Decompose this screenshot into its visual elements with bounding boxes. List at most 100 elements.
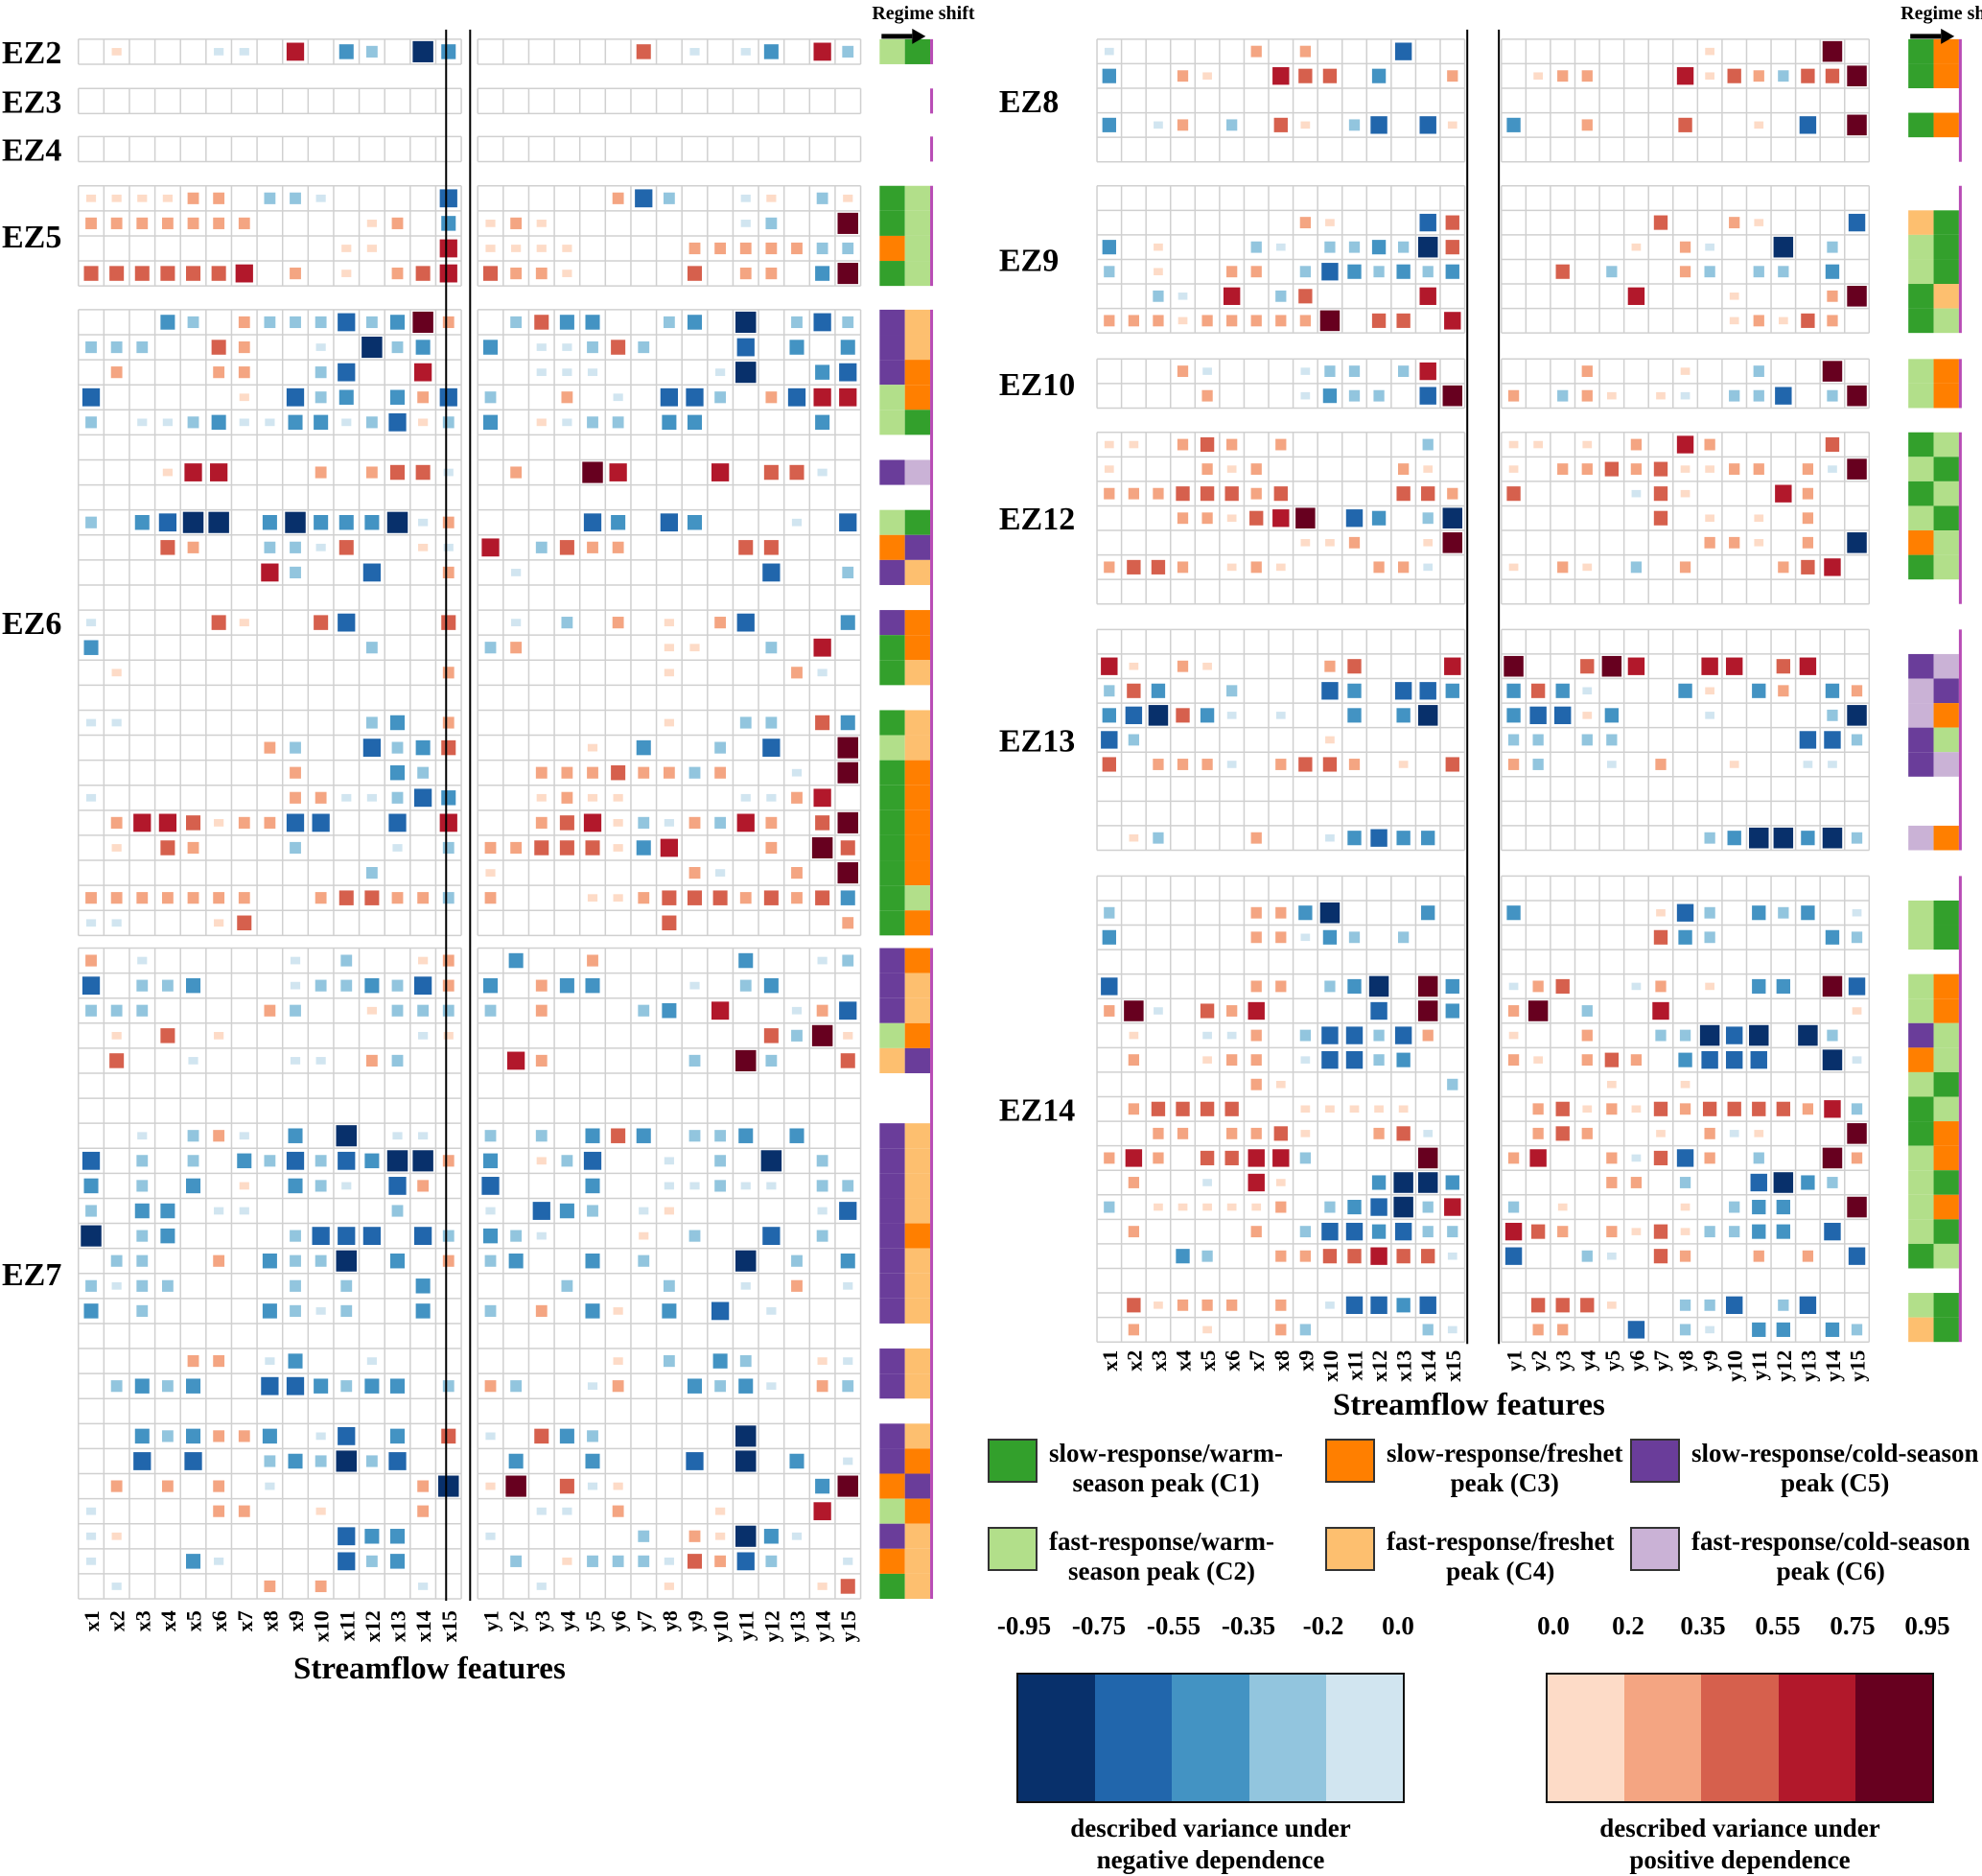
regime-cell-c5 — [879, 1123, 905, 1149]
cell-ez7-y15 — [842, 1180, 854, 1192]
cell-ez13-x11 — [1347, 831, 1362, 846]
cell-ez5-x6 — [213, 217, 225, 229]
cell-ez7-y14 — [816, 1180, 828, 1192]
cell-ez6-y12 — [765, 841, 778, 855]
cell-ez6-y10 — [714, 741, 727, 754]
cell-ez6-x15 — [441, 790, 456, 806]
cell-ez14-x8 — [1275, 1299, 1287, 1311]
cell-ez6-x1 — [85, 516, 97, 528]
cell-ez7-x11 — [340, 1279, 353, 1292]
cell-ez9-y10 — [1729, 293, 1739, 300]
cell-ez14-x12 — [1370, 1198, 1387, 1216]
cell-ez6-y13 — [791, 518, 803, 527]
cell-ez6-x5 — [187, 316, 199, 329]
cell-ez6-y3 — [534, 315, 549, 330]
regime-cell-c4 — [904, 1348, 931, 1374]
cell-ez13-x2 — [1129, 833, 1139, 842]
cell-ez14-x9 — [1299, 1152, 1311, 1164]
cell-ez14-x11 — [1347, 1249, 1362, 1264]
cell-ez14-x7 — [1247, 1149, 1265, 1167]
regime-cell-c4 — [904, 1523, 931, 1549]
cell-ez14-x6 — [1226, 1054, 1238, 1067]
cell-ez14-y4 — [1581, 1250, 1593, 1262]
cell-ez14-x13 — [1393, 1172, 1413, 1193]
regime-cell-c5 — [879, 1148, 905, 1174]
regime-cell-c5 — [879, 1298, 905, 1324]
cell-ez6-y5 — [587, 743, 598, 752]
cell-ez6-x10 — [315, 466, 327, 479]
regime-cell-c4 — [904, 1123, 931, 1149]
colorbar-tick: 0.35 — [1680, 1611, 1726, 1640]
cell-ez7-y13 — [791, 1279, 803, 1292]
cell-ez7-x2 — [109, 1053, 125, 1068]
cell-ez14-x3 — [1153, 1152, 1164, 1164]
tick-label-x10: x10 — [310, 1610, 334, 1642]
regime-cell-c1 — [1908, 481, 1934, 506]
cell-ez7-y11 — [738, 1128, 754, 1143]
regime-cell-c1 — [1933, 457, 1959, 481]
cell-ez14-x11 — [1345, 1050, 1364, 1069]
cell-ez12-y14 — [1825, 436, 1840, 453]
regime-cell-c4 — [904, 1173, 931, 1199]
cell-ez14-y6 — [1631, 1228, 1642, 1235]
colorbar-tick: -0.55 — [1146, 1611, 1201, 1640]
cell-ez8-y14 — [1822, 40, 1843, 62]
cell-ez7-y4 — [562, 1507, 572, 1515]
cell-ez7-x9 — [286, 1376, 305, 1395]
cell-ez9-x1 — [1104, 315, 1115, 327]
cell-ez14-y12 — [1776, 1200, 1791, 1215]
tick-label-x5: x5 — [1196, 1350, 1220, 1372]
cell-ez14-y5 — [1606, 1152, 1618, 1164]
cell-ez12-y13 — [1802, 463, 1814, 476]
regime-arrow-head-icon — [1941, 28, 1955, 44]
regime-cell-c4 — [904, 559, 931, 585]
cell-ez13-x6 — [1226, 685, 1238, 697]
cell-ez12-x7 — [1249, 510, 1264, 526]
right-xlabel: Streamflow features — [1333, 1388, 1605, 1422]
cell-ez7-y12 — [765, 1054, 778, 1067]
cell-ez6-y14 — [811, 836, 833, 859]
cell-ez7-y8 — [663, 1355, 675, 1368]
cell-ez7-x14 — [415, 1278, 431, 1294]
cell-ez14-x7 — [1250, 980, 1262, 993]
cell-ez8-y15 — [1847, 114, 1867, 136]
cell-ez2-y14 — [813, 42, 831, 61]
cell-ez7-x13 — [389, 1378, 406, 1394]
cell-ez14-x5 — [1202, 1179, 1212, 1186]
regime-cell-c1 — [1933, 234, 1959, 260]
cell-ez7-y13 — [791, 1532, 803, 1540]
cell-ez14-y4 — [1581, 1029, 1593, 1042]
cell-ez13-x14 — [1417, 705, 1438, 726]
regime-cell-c2 — [1908, 234, 1934, 260]
cell-ez6-x4 — [162, 418, 173, 427]
cell-ez6-y15 — [840, 615, 855, 630]
cell-ez6-x4 — [160, 540, 175, 555]
cell-ez12-y10 — [1729, 463, 1740, 476]
cell-ez6-y2 — [510, 466, 523, 479]
cell-ez2-y12 — [763, 44, 779, 59]
cell-ez6-y10 — [714, 766, 727, 779]
cell-ez12-y6 — [1630, 561, 1643, 574]
cell-ez6-x13 — [389, 764, 406, 781]
regime-cell-c5 — [879, 1223, 905, 1249]
tick-label-x14: x14 — [1416, 1350, 1440, 1382]
regime-cell-c2 — [879, 1498, 905, 1524]
cell-ez7-y7 — [639, 1231, 649, 1240]
cell-ez13-x15 — [1445, 683, 1459, 698]
cell-ez9-y15 — [1848, 213, 1866, 232]
cell-ez14-x10 — [1321, 1026, 1339, 1044]
cell-ez6-y11 — [735, 311, 757, 334]
tick-label-y13: y13 — [1796, 1350, 1820, 1382]
cell-ez14-y9 — [1705, 1325, 1714, 1334]
cell-ez7-y4 — [561, 1279, 573, 1292]
regime-cell-c1 — [879, 885, 905, 911]
cell-ez7-x14 — [412, 1150, 433, 1172]
cell-ez6-x9 — [290, 741, 301, 754]
cell-ez14-x13 — [1394, 1222, 1412, 1241]
cell-ez14-y15 — [1852, 1056, 1862, 1064]
cell-ez7-x12 — [364, 977, 380, 994]
regime-cell-c4 — [904, 1298, 931, 1324]
cell-ez7-x15 — [442, 1230, 455, 1242]
cell-ez6-y9 — [688, 867, 701, 879]
tick-label-y15: y15 — [1846, 1350, 1870, 1382]
